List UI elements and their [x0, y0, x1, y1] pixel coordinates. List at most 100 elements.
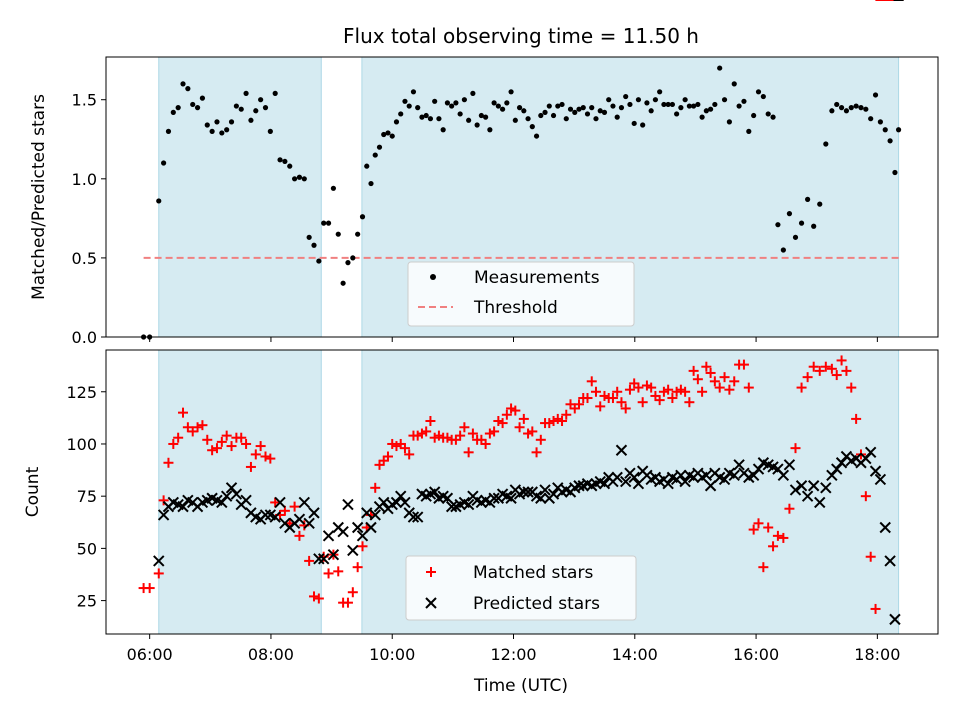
predicted-star-point: [269, 511, 281, 523]
measurement-point: [267, 128, 273, 134]
measurement-point: [466, 117, 472, 123]
measurement-point: [868, 116, 874, 122]
measurement-point: [721, 97, 728, 103]
matched-star-point: [270, 497, 281, 508]
measurement-point: [559, 101, 565, 108]
measurement-point: [287, 163, 293, 169]
measurement-point: [674, 111, 680, 117]
count-y-tick-label: 25: [77, 592, 97, 611]
measurement-point: [811, 223, 817, 229]
measurement-point: [175, 105, 181, 111]
measurement-point: [792, 234, 799, 240]
predicted-star-point: [313, 553, 325, 565]
measurement-point: [542, 109, 548, 115]
predicted-star-point: [327, 548, 340, 561]
measurement-point: [882, 127, 888, 133]
matched-star-point: [463, 447, 474, 458]
measurement-point: [589, 105, 595, 111]
matched-star-point: [768, 541, 779, 552]
matched-star-point: [459, 422, 470, 433]
measurement-point: [487, 127, 493, 133]
predicted-star-point: [505, 492, 517, 504]
measurement-point: [644, 100, 650, 106]
predicted-star-point: [337, 525, 349, 538]
measurement-point: [311, 242, 317, 248]
measurement-point: [652, 97, 659, 103]
legend-matched-marker: [426, 567, 436, 577]
measurement-point: [751, 112, 757, 119]
predicted-star-point: [518, 486, 530, 498]
measurement-point: [258, 97, 264, 103]
measurement-point: [368, 180, 374, 187]
count-y-tick-label: 50: [77, 539, 97, 558]
measurement-point: [185, 86, 191, 92]
measurement-point: [461, 97, 467, 103]
chart-title: Flux total observing time = 11.50 h: [343, 24, 699, 48]
matched-star-point: [826, 363, 837, 374]
measurement-point: [805, 196, 811, 202]
matched-star-point: [612, 386, 623, 397]
measurement-point: [623, 93, 629, 100]
matched-star-point: [158, 495, 169, 506]
measurement-point: [686, 103, 692, 109]
measurement-point: [858, 105, 864, 111]
matched-star-point: [399, 443, 410, 454]
measurement-point: [618, 105, 625, 111]
measurement-point: [296, 174, 303, 180]
measurement-point: [584, 111, 591, 117]
measurement-point: [190, 101, 196, 108]
predicted-star-point: [395, 490, 407, 502]
measurement-point: [219, 130, 225, 136]
matched-star-point: [501, 409, 512, 420]
matched-star-point: [574, 399, 585, 410]
matched-star-point: [211, 443, 222, 454]
predicted-star-point: [884, 555, 896, 567]
measurement-point: [253, 108, 259, 114]
predicted-star-point: [369, 509, 381, 521]
matched-star-point: [692, 374, 703, 385]
measurement-point: [895, 127, 902, 133]
measurement-point: [277, 157, 283, 163]
predicted-star-point: [632, 477, 645, 490]
measurement-point: [364, 163, 370, 169]
matched-star-point: [527, 426, 538, 437]
measurement-point: [741, 98, 747, 104]
predicted-star-point: [619, 475, 632, 488]
matched-star-point: [153, 568, 164, 579]
matched-star-point: [701, 361, 712, 372]
predicted-star-point: [488, 492, 500, 504]
count-legend: Matched stars Predicted stars: [405, 555, 637, 621]
measurement-point: [508, 89, 514, 95]
measurement-point: [516, 105, 523, 111]
matched-star-point: [582, 393, 593, 404]
predicted-star-point: [303, 517, 315, 530]
measurement-point: [376, 144, 383, 150]
measurement-point: [829, 108, 835, 114]
measurement-point: [355, 231, 361, 237]
measurement-point: [563, 116, 569, 122]
matched-star-point: [535, 434, 546, 445]
predicted-star-point: [361, 507, 373, 519]
matched-star-point: [851, 413, 862, 424]
matched-star-point: [342, 597, 353, 608]
predicted-star-point: [675, 469, 687, 482]
measurement-point: [593, 116, 599, 122]
matched-star-point: [221, 430, 232, 441]
count-y-axis-label: Count: [23, 466, 43, 517]
predicted-star-point: [777, 469, 790, 482]
predicted-star-point: [814, 496, 826, 509]
measurement-point: [238, 106, 244, 112]
measurement-point: [224, 127, 230, 133]
matched-star-point: [758, 562, 769, 573]
measurement-point: [863, 106, 869, 112]
matched-star-point: [207, 445, 218, 456]
matched-star-point: [510, 405, 521, 416]
predicted-star-point: [679, 475, 691, 488]
predicted-star-point: [342, 498, 354, 511]
legend-predicted-marker: [425, 597, 437, 609]
measurement-point: [512, 117, 518, 123]
predicted-star-point: [157, 509, 170, 521]
measurement-point: [214, 119, 220, 125]
measurement-point: [478, 112, 484, 119]
measurement-point: [423, 112, 429, 119]
